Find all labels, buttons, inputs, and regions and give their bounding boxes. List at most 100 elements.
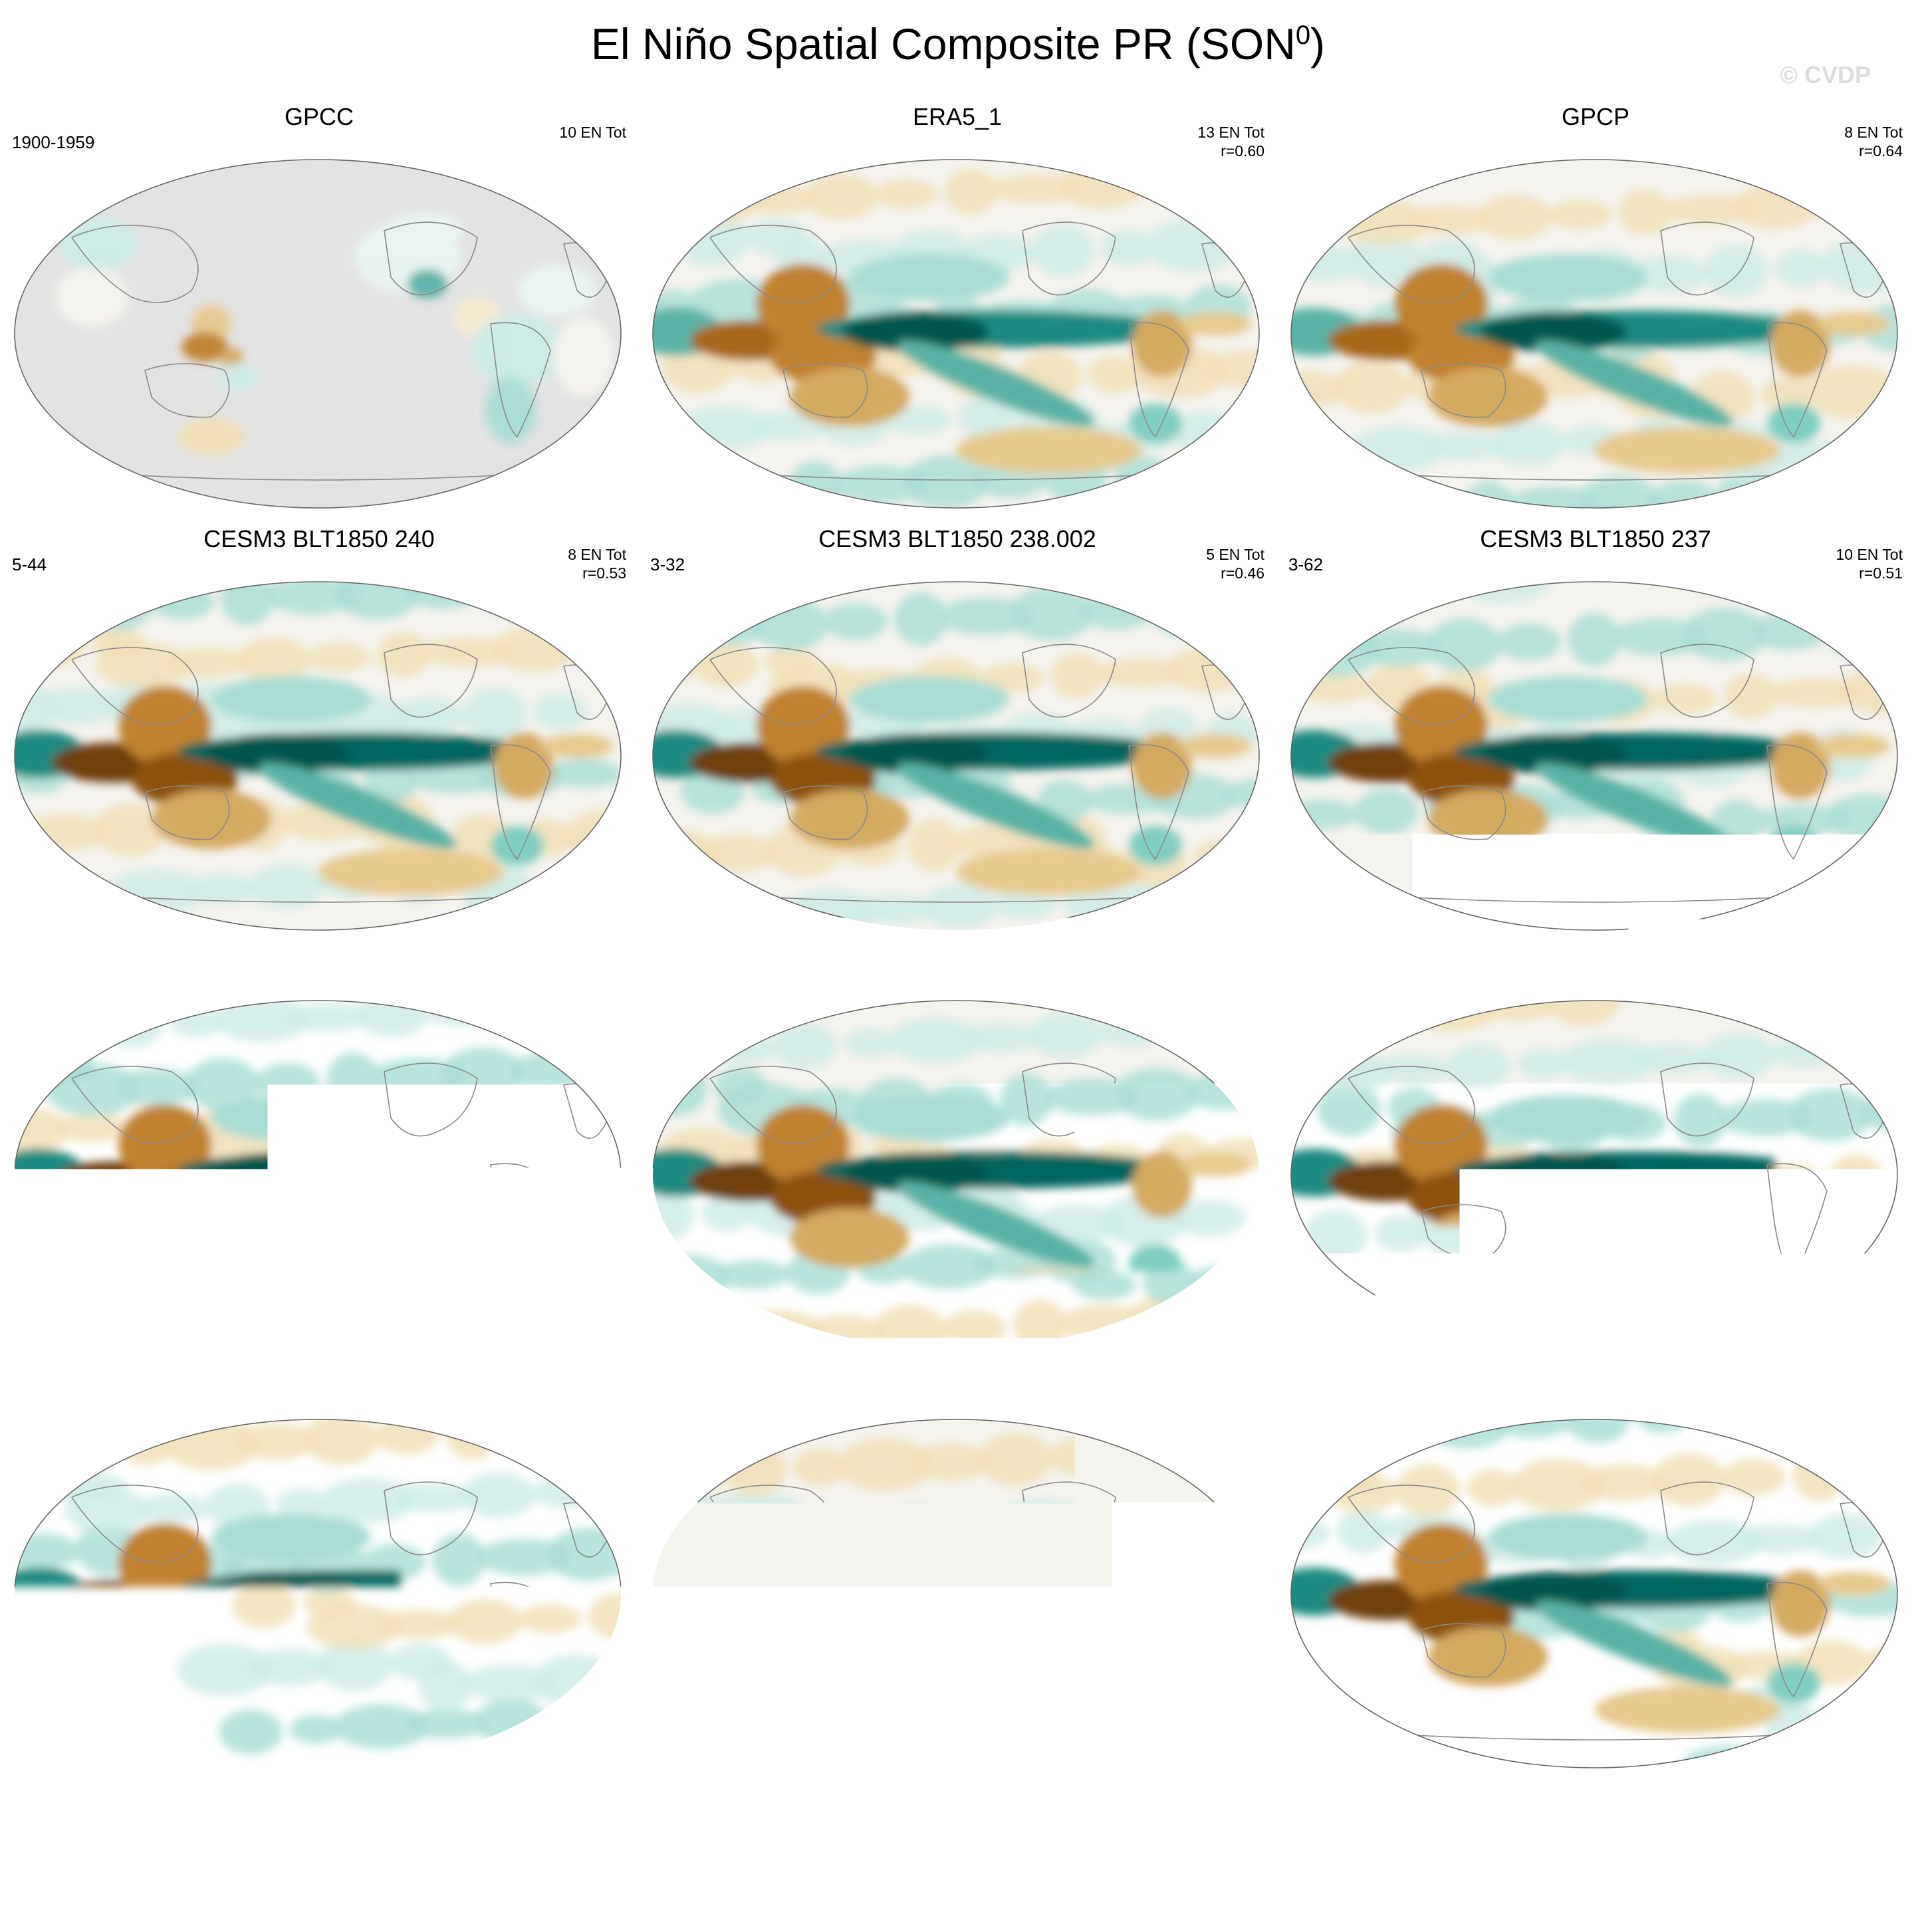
colorbar-labels: -5 -4 -3 -2 -1 -.75 -.5 -.25 -.1 0.1.25.5.75 1 2 3 4 5 xyxy=(0,1836,1916,1876)
colorbar-tick-label: 5 xyxy=(1530,1836,1548,1873)
map-panel: CESM3 BLT1850 238.002 3-32 5 EN Tot r=0.46 xyxy=(638,525,1276,937)
panel-stats: 5 EN Tot r=0.51 xyxy=(568,964,626,1001)
panel-event-count: 13 EN Tot xyxy=(1197,964,1264,983)
panel-title: CESM3 BLT1850 240 xyxy=(0,525,638,553)
colorbar-swatch xyxy=(1346,1803,1411,1834)
panel-years: 11-80 xyxy=(650,973,693,994)
panel-title: GPCP xyxy=(1276,103,1915,131)
panel-years: 1401-1460 xyxy=(1288,1392,1371,1413)
colorbar-tick-label: .5 xyxy=(1139,1836,1165,1873)
panel-event-count: 13 EN Tot xyxy=(1197,123,1264,142)
panel-title: CESM2 piControl B xyxy=(0,1363,638,1391)
colorbar-tick-label: -5 xyxy=(364,1836,393,1873)
panel-event-count: 5 EN Tot xyxy=(1206,545,1264,564)
map-panel: GPCC 1900-1959 10 EN Tot xyxy=(0,103,638,515)
colorbar-swatch xyxy=(378,1803,443,1834)
colorbar-swatch xyxy=(701,1803,766,1834)
panel-years: 3-47 xyxy=(12,973,47,994)
colorbar-swatch xyxy=(636,1803,701,1834)
robinson-map xyxy=(1288,999,1900,1351)
panel-event-count: 10 EN Tot xyxy=(1836,545,1903,564)
robinson-map xyxy=(12,999,624,1351)
colorbar-swatch xyxy=(1281,1803,1346,1834)
panel-title: CESM2 piControl D xyxy=(1276,1363,1915,1391)
colorbar-swatch xyxy=(1152,1803,1217,1834)
panel-stats: 12 EN Tot r=0.59 xyxy=(1836,964,1903,1001)
panel-years: 5-44 xyxy=(12,554,47,575)
colorbar-tick-label: -4 xyxy=(429,1836,457,1873)
panel-years: 1601-1660 xyxy=(12,1392,94,1413)
map-panel: CESM2 piControl A 1701-1760 12 EN Tot r=0.5… xyxy=(1276,944,1915,1356)
panel-title: CESM3 BLT1850 238.002 xyxy=(638,525,1276,553)
colorbar-tick-label: -1 xyxy=(622,1836,651,1873)
colorbar-tick-label: .75 xyxy=(1195,1836,1239,1873)
panel-years: 3-62 xyxy=(1288,554,1323,575)
panel-years: 1501-1560 xyxy=(650,1392,733,1413)
panel-stats: 10 EN Tot r=0.59 xyxy=(1836,1383,1903,1420)
panel-title: CESM3 BLT1850 237 xyxy=(1276,525,1915,553)
colorbar-tick-label: -3 xyxy=(493,1836,522,1873)
colorbar-swatch xyxy=(1023,1803,1088,1834)
panel-title: CESM2 piControl A xyxy=(1276,944,1915,972)
colorbar xyxy=(314,1803,1604,1834)
map-panel: CESM2 piControl B 1601-1660 12 EN Tot r=0.5… xyxy=(0,1363,638,1775)
colorbar-swatch xyxy=(1088,1803,1153,1834)
colorbar-swatch xyxy=(507,1803,572,1834)
map-panel: CESM3 BLT1850 240 5-44 8 EN Tot r=0.53 xyxy=(0,525,638,937)
panel-stats: 8 EN Tot r=0.53 xyxy=(568,545,626,582)
panel-event-count: 9 EN Tot xyxy=(1206,1383,1264,1401)
panel-event-count: 10 EN Tot xyxy=(559,123,626,142)
colorbar-tick-label: .1 xyxy=(1010,1836,1036,1873)
panel-event-count: 8 EN Tot xyxy=(568,545,626,564)
colorbar-units: mm/day xyxy=(0,1873,1916,1912)
figure-title: El Niño Spatial Composite PR (SON0) xyxy=(0,19,1916,69)
panel-event-count: 5 EN Tot xyxy=(568,964,626,983)
robinson-map xyxy=(1288,1417,1900,1770)
panel-title: ERA5_1 xyxy=(638,103,1276,131)
map-panel: ERA5_1 13 EN Tot r=0.60 xyxy=(638,103,1276,515)
colorbar-tick-label: -.25 xyxy=(802,1836,858,1873)
robinson-map xyxy=(650,1417,1262,1770)
robinson-map xyxy=(1288,158,1900,510)
colorbar-tick-label: 3 xyxy=(1401,1836,1419,1873)
panel-stats: 8 EN Tot r=0.64 xyxy=(1844,123,1903,160)
colorbar-swatch xyxy=(1539,1803,1604,1834)
colorbar-swatch xyxy=(1217,1803,1282,1834)
cvdp-watermark: © CVDP xyxy=(1780,61,1871,89)
panel-title: GPCC xyxy=(0,103,638,131)
panel-years: 3-32 xyxy=(650,554,685,575)
panel-stats: 9 EN Tot r=0.62 xyxy=(1206,1383,1264,1420)
colorbar-swatch xyxy=(443,1803,508,1834)
panel-years: 1900-1959 xyxy=(12,132,94,153)
colorbar-tick-label: 1 xyxy=(1272,1836,1290,1873)
colorbar-swatch xyxy=(1410,1803,1475,1834)
colorbar-tick-label: 0 xyxy=(950,1836,968,1873)
panel-stats: 5 EN Tot r=0.46 xyxy=(1206,545,1264,582)
map-panel: GPCP 8 EN Tot r=0.64 xyxy=(1276,103,1915,515)
colorbar-tick-label: -.1 xyxy=(876,1836,913,1873)
map-panel: CESM3 BLT1850 234 11-80 13 EN Tot r=0.46 xyxy=(638,944,1276,1356)
panel-title: CESM2 piControl C xyxy=(638,1363,1276,1391)
colorbar-swatch xyxy=(572,1803,637,1834)
colorbar-swatch xyxy=(314,1803,379,1834)
panel-stats: 12 EN Tot r=0.59 xyxy=(559,1383,626,1420)
figure-title-close: ) xyxy=(1310,19,1325,68)
robinson-map xyxy=(12,1417,624,1770)
robinson-map xyxy=(12,158,624,510)
map-panel: CESM3 BLT1850 236.002 3-47 5 EN Tot r=0.51 xyxy=(0,944,638,1356)
panel-title: CESM3 BLT1850 236.002 xyxy=(0,944,638,972)
map-panel: CESM2 piControl D 1401-1460 10 EN Tot r=0.5… xyxy=(1276,1363,1915,1775)
robinson-map xyxy=(650,580,1262,932)
colorbar-swatch xyxy=(765,1803,830,1834)
colorbar-tick-label: 4 xyxy=(1466,1836,1484,1873)
map-panel: CESM2 piControl C 1501-1560 9 EN Tot r=0.62 xyxy=(638,1363,1276,1775)
colorbar-swatch xyxy=(1475,1803,1540,1834)
robinson-map xyxy=(12,580,624,932)
colorbar-tick-label: -.75 xyxy=(673,1836,729,1873)
colorbar-tick-label: .25 xyxy=(1066,1836,1110,1873)
colorbar-swatch xyxy=(894,1803,959,1834)
colorbar-swatch xyxy=(830,1803,895,1834)
colorbar-swatch xyxy=(959,1803,1024,1834)
figure-title-text: El Niño Spatial Composite PR (SON xyxy=(591,19,1296,68)
robinson-map xyxy=(1288,580,1900,932)
